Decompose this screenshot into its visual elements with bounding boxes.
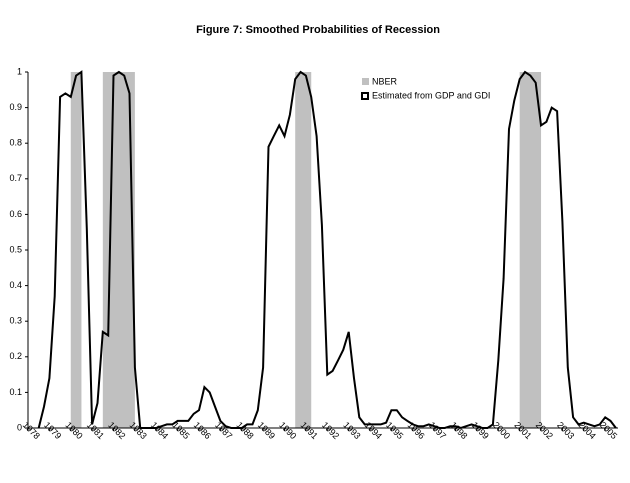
- x-tick-label: 1980: [63, 420, 84, 441]
- x-tick-label: 1989: [256, 420, 277, 441]
- x-tick-label: 1996: [406, 420, 427, 441]
- y-tick-label: 0.9: [9, 102, 22, 112]
- x-tick-label: 1995: [384, 420, 405, 441]
- y-tick-label: 0.5: [9, 244, 22, 254]
- y-tick-label: 1: [17, 66, 22, 76]
- x-tick-label: 1978: [21, 420, 42, 441]
- legend-swatch: [361, 92, 369, 100]
- nber-band: [519, 72, 542, 428]
- legend-label: Estimated from GDP and GDI: [372, 90, 490, 100]
- x-tick-label: 1999: [470, 420, 491, 441]
- chart-title: Figure 7: Smoothed Probabilities of Rece…: [196, 24, 440, 36]
- x-tick-label: 1994: [363, 420, 384, 441]
- x-tick-label: 2000: [491, 420, 512, 441]
- y-tick-label: 0.4: [9, 280, 22, 290]
- legend-label: NBER: [372, 76, 398, 86]
- y-tick-label: 0.3: [9, 316, 22, 326]
- y-tick-label: 0.8: [9, 138, 22, 148]
- x-tick-label: 2002: [534, 420, 555, 441]
- x-tick-label: 1983: [128, 420, 149, 441]
- x-tick-label: 2003: [555, 420, 576, 441]
- y-tick-label: 0.7: [9, 173, 22, 183]
- x-tick-label: 1992: [320, 420, 341, 441]
- series-line: [37, 70, 617, 430]
- x-tick-label: 1979: [42, 420, 63, 441]
- y-tick-label: 0: [17, 422, 22, 432]
- legend-swatch: [362, 78, 369, 85]
- x-tick-label: 1984: [149, 420, 170, 441]
- y-tick-label: 0.2: [9, 351, 22, 361]
- nber-band: [295, 72, 312, 428]
- nber-band: [70, 72, 82, 428]
- x-tick-label: 1991: [299, 420, 320, 441]
- y-tick-label: 0.6: [9, 209, 22, 219]
- x-tick-label: 1993: [341, 420, 362, 441]
- x-tick-label: 1998: [448, 420, 469, 441]
- x-tick-label: 1997: [427, 420, 448, 441]
- y-tick-label: 0.1: [9, 387, 22, 397]
- x-tick-label: 1986: [192, 420, 213, 441]
